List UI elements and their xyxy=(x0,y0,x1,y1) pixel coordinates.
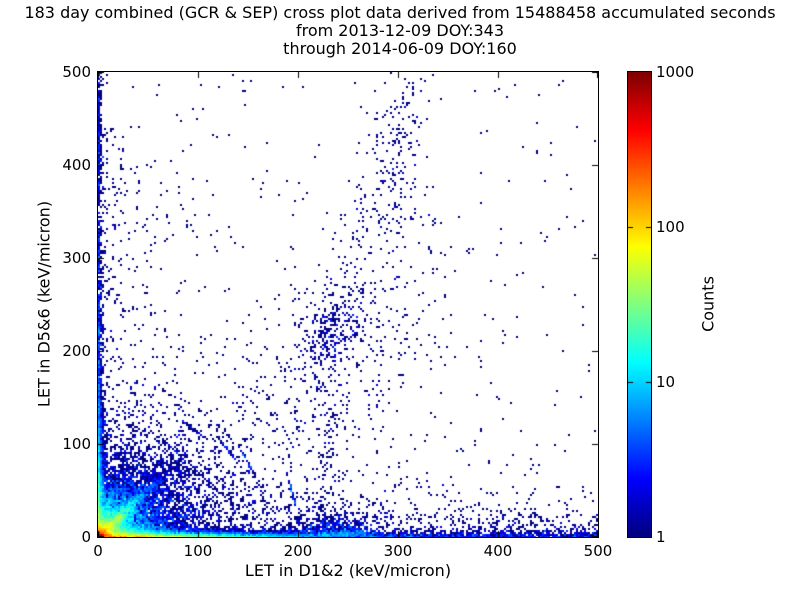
colorbar-gradient-canvas xyxy=(628,72,651,537)
colorbar xyxy=(627,71,652,538)
chart-title-line3: through 2014-06-09 DOY:160 xyxy=(283,39,517,58)
y-tick-label: 200 xyxy=(62,342,91,360)
scatter-heatmap-canvas xyxy=(98,72,598,537)
x-tick-label: 0 xyxy=(93,542,103,560)
y-tick-label: 0 xyxy=(81,528,91,546)
colorbar-tick-label: 10 xyxy=(656,373,676,391)
x-tick-label: 500 xyxy=(583,542,613,560)
y-axis-label: LET in D5&6 (keV/micron) xyxy=(34,200,54,408)
x-tick-label: 400 xyxy=(483,542,513,560)
y-tick-label: 500 xyxy=(62,63,91,81)
plot-area xyxy=(97,71,599,538)
colorbar-tick-label: 100 xyxy=(656,218,685,236)
x-tick-label: 200 xyxy=(283,542,313,560)
colorbar-tick-label: 1 xyxy=(656,528,666,546)
colorbar-tick-label: 1000 xyxy=(656,63,695,81)
y-tick-label: 300 xyxy=(62,249,91,267)
x-axis-label: LET in D1&2 (keV/micron) xyxy=(244,561,452,580)
x-tick-label: 300 xyxy=(383,542,413,560)
x-tick-label: 100 xyxy=(183,542,213,560)
chart-title-line2: from 2013-12-09 DOY:343 xyxy=(295,21,504,40)
y-tick-label: 100 xyxy=(62,435,91,453)
chart-title: 183 day combined (GCR & SEP) cross plot … xyxy=(0,4,800,58)
chart-title-line1: 183 day combined (GCR & SEP) cross plot … xyxy=(24,3,776,22)
y-tick-label: 400 xyxy=(62,156,91,174)
colorbar-label: Counts xyxy=(698,276,718,332)
